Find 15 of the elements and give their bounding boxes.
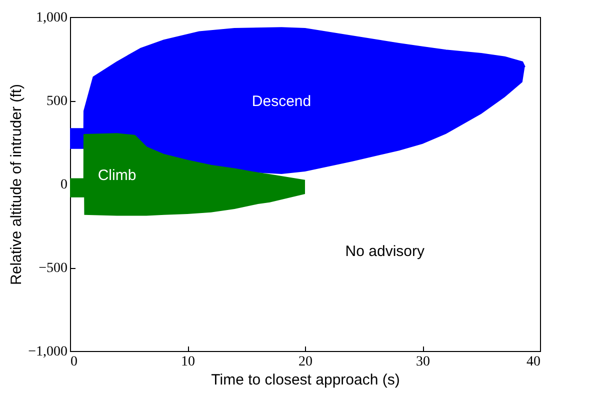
x-tick-label: 30 — [416, 354, 430, 370]
y-tick-label: −1,000 — [28, 344, 68, 360]
y-tick-label: 500 — [46, 94, 68, 109]
x-axis-title: Time to closest approach (s) — [211, 372, 400, 388]
y-tick-label: −500 — [38, 261, 68, 276]
annotation: Climb — [98, 166, 136, 184]
x-tick-label: 20 — [298, 354, 312, 370]
x-tick-label: 40 — [526, 354, 540, 370]
annotation: Descend — [252, 92, 312, 110]
y-tick-label: 0 — [60, 178, 68, 192]
annotation: No advisory — [345, 242, 425, 260]
y-tick-label: 1,000 — [36, 10, 68, 26]
x-tick-label: 10 — [181, 354, 195, 370]
y-axis-title: Relative altitude of intruder (ft) — [8, 84, 26, 285]
x-tick-label: 0 — [70, 354, 78, 370]
